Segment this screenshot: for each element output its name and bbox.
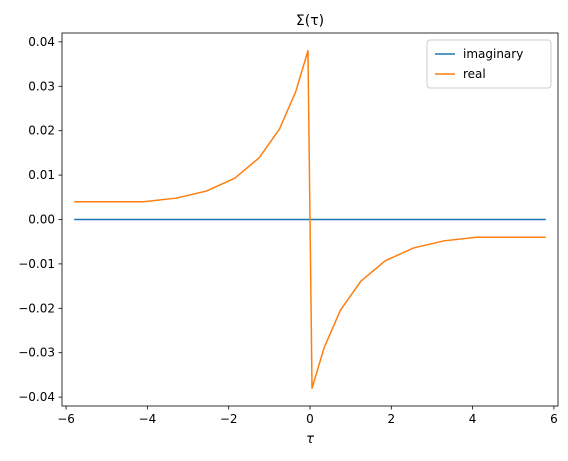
x-tick-label: 6 xyxy=(550,412,558,426)
legend-label-imaginary: imaginary xyxy=(463,47,523,61)
chart-title: Σ(τ) xyxy=(296,13,324,29)
y-tick-label: 0.02 xyxy=(28,124,55,138)
x-tick-label: −6 xyxy=(57,412,75,426)
y-tick-label: 0.03 xyxy=(28,79,55,93)
series-line-real xyxy=(74,50,546,389)
y-tick-label: −0.01 xyxy=(18,257,55,271)
x-tick-label: −2 xyxy=(220,412,238,426)
plot-area xyxy=(74,50,546,389)
x-tick-label: 4 xyxy=(469,412,477,426)
y-tick-label: −0.02 xyxy=(18,301,55,315)
y-tick-label: 0.00 xyxy=(28,213,55,227)
y-tick-label: 0.04 xyxy=(28,35,55,49)
y-tick-label: −0.03 xyxy=(18,346,55,360)
legend: imaginary real xyxy=(426,39,552,89)
x-axis-label: τ xyxy=(306,432,314,447)
x-tick-label: 2 xyxy=(387,412,395,426)
legend-label-real: real xyxy=(463,67,486,81)
x-tick-label: 0 xyxy=(306,412,314,426)
x-tick-label: −4 xyxy=(139,412,157,426)
legend-box xyxy=(426,39,552,89)
y-tick-label: −0.04 xyxy=(18,390,55,404)
y-tick-label: 0.01 xyxy=(28,168,55,182)
